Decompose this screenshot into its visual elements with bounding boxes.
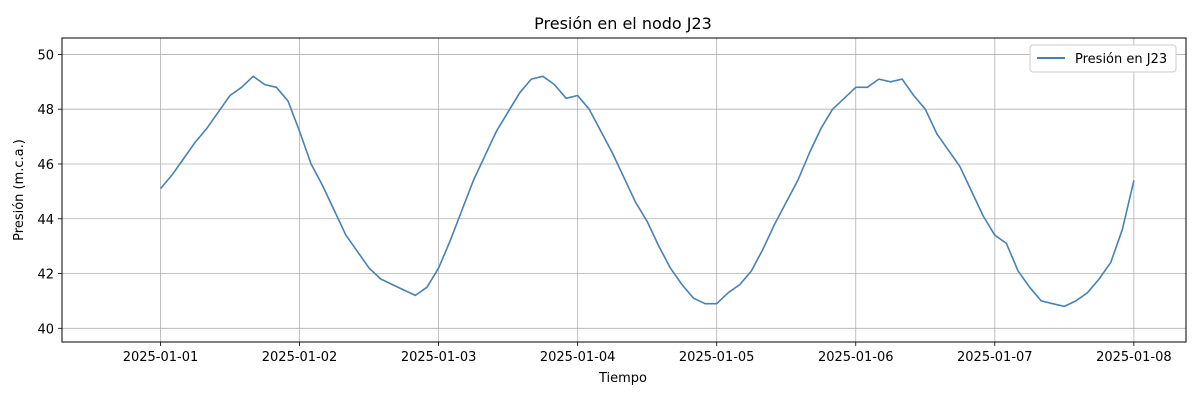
y-axis-label: Presión (m.c.a.) xyxy=(12,139,27,241)
grid-lines xyxy=(62,38,1186,342)
series-layer xyxy=(159,75,1135,308)
x-tick-label: 2025-01-05 xyxy=(679,350,755,365)
x-tick-label: 2025-01-03 xyxy=(401,350,477,365)
x-axis-label: Tiempo xyxy=(598,371,647,386)
y-tick-label: 40 xyxy=(37,322,54,337)
x-tick-label: 2025-01-06 xyxy=(818,350,894,365)
y-tick-label: 48 xyxy=(37,103,54,118)
x-tick-label: 2025-01-08 xyxy=(1096,350,1172,365)
y-tick-label: 46 xyxy=(37,158,54,173)
x-axis-ticks: 2025-01-01 2025-01-02 2025-01-03 2025-01-04… xyxy=(123,342,1172,365)
y-tick-label: 50 xyxy=(37,48,54,63)
x-tick-label: 2025-01-02 xyxy=(262,350,338,365)
legend-label: Presión en J23 xyxy=(1075,52,1167,67)
x-tick-label: 2025-01-07 xyxy=(957,350,1033,365)
y-axis-ticks: 40 42 44 46 48 50 xyxy=(37,48,62,337)
plot-frame xyxy=(61,37,1187,343)
legend: Presión en J23 xyxy=(1029,44,1177,73)
legend-box xyxy=(1029,44,1177,73)
y-tick-label: 42 xyxy=(37,268,54,283)
series-line xyxy=(159,75,1135,308)
x-tick-label: 2025-01-04 xyxy=(540,350,616,365)
x-tick-label: 2025-01-01 xyxy=(123,350,199,365)
chart-title: Presión en el nodo J23 xyxy=(534,14,712,33)
y-tick-label: 44 xyxy=(37,213,54,228)
